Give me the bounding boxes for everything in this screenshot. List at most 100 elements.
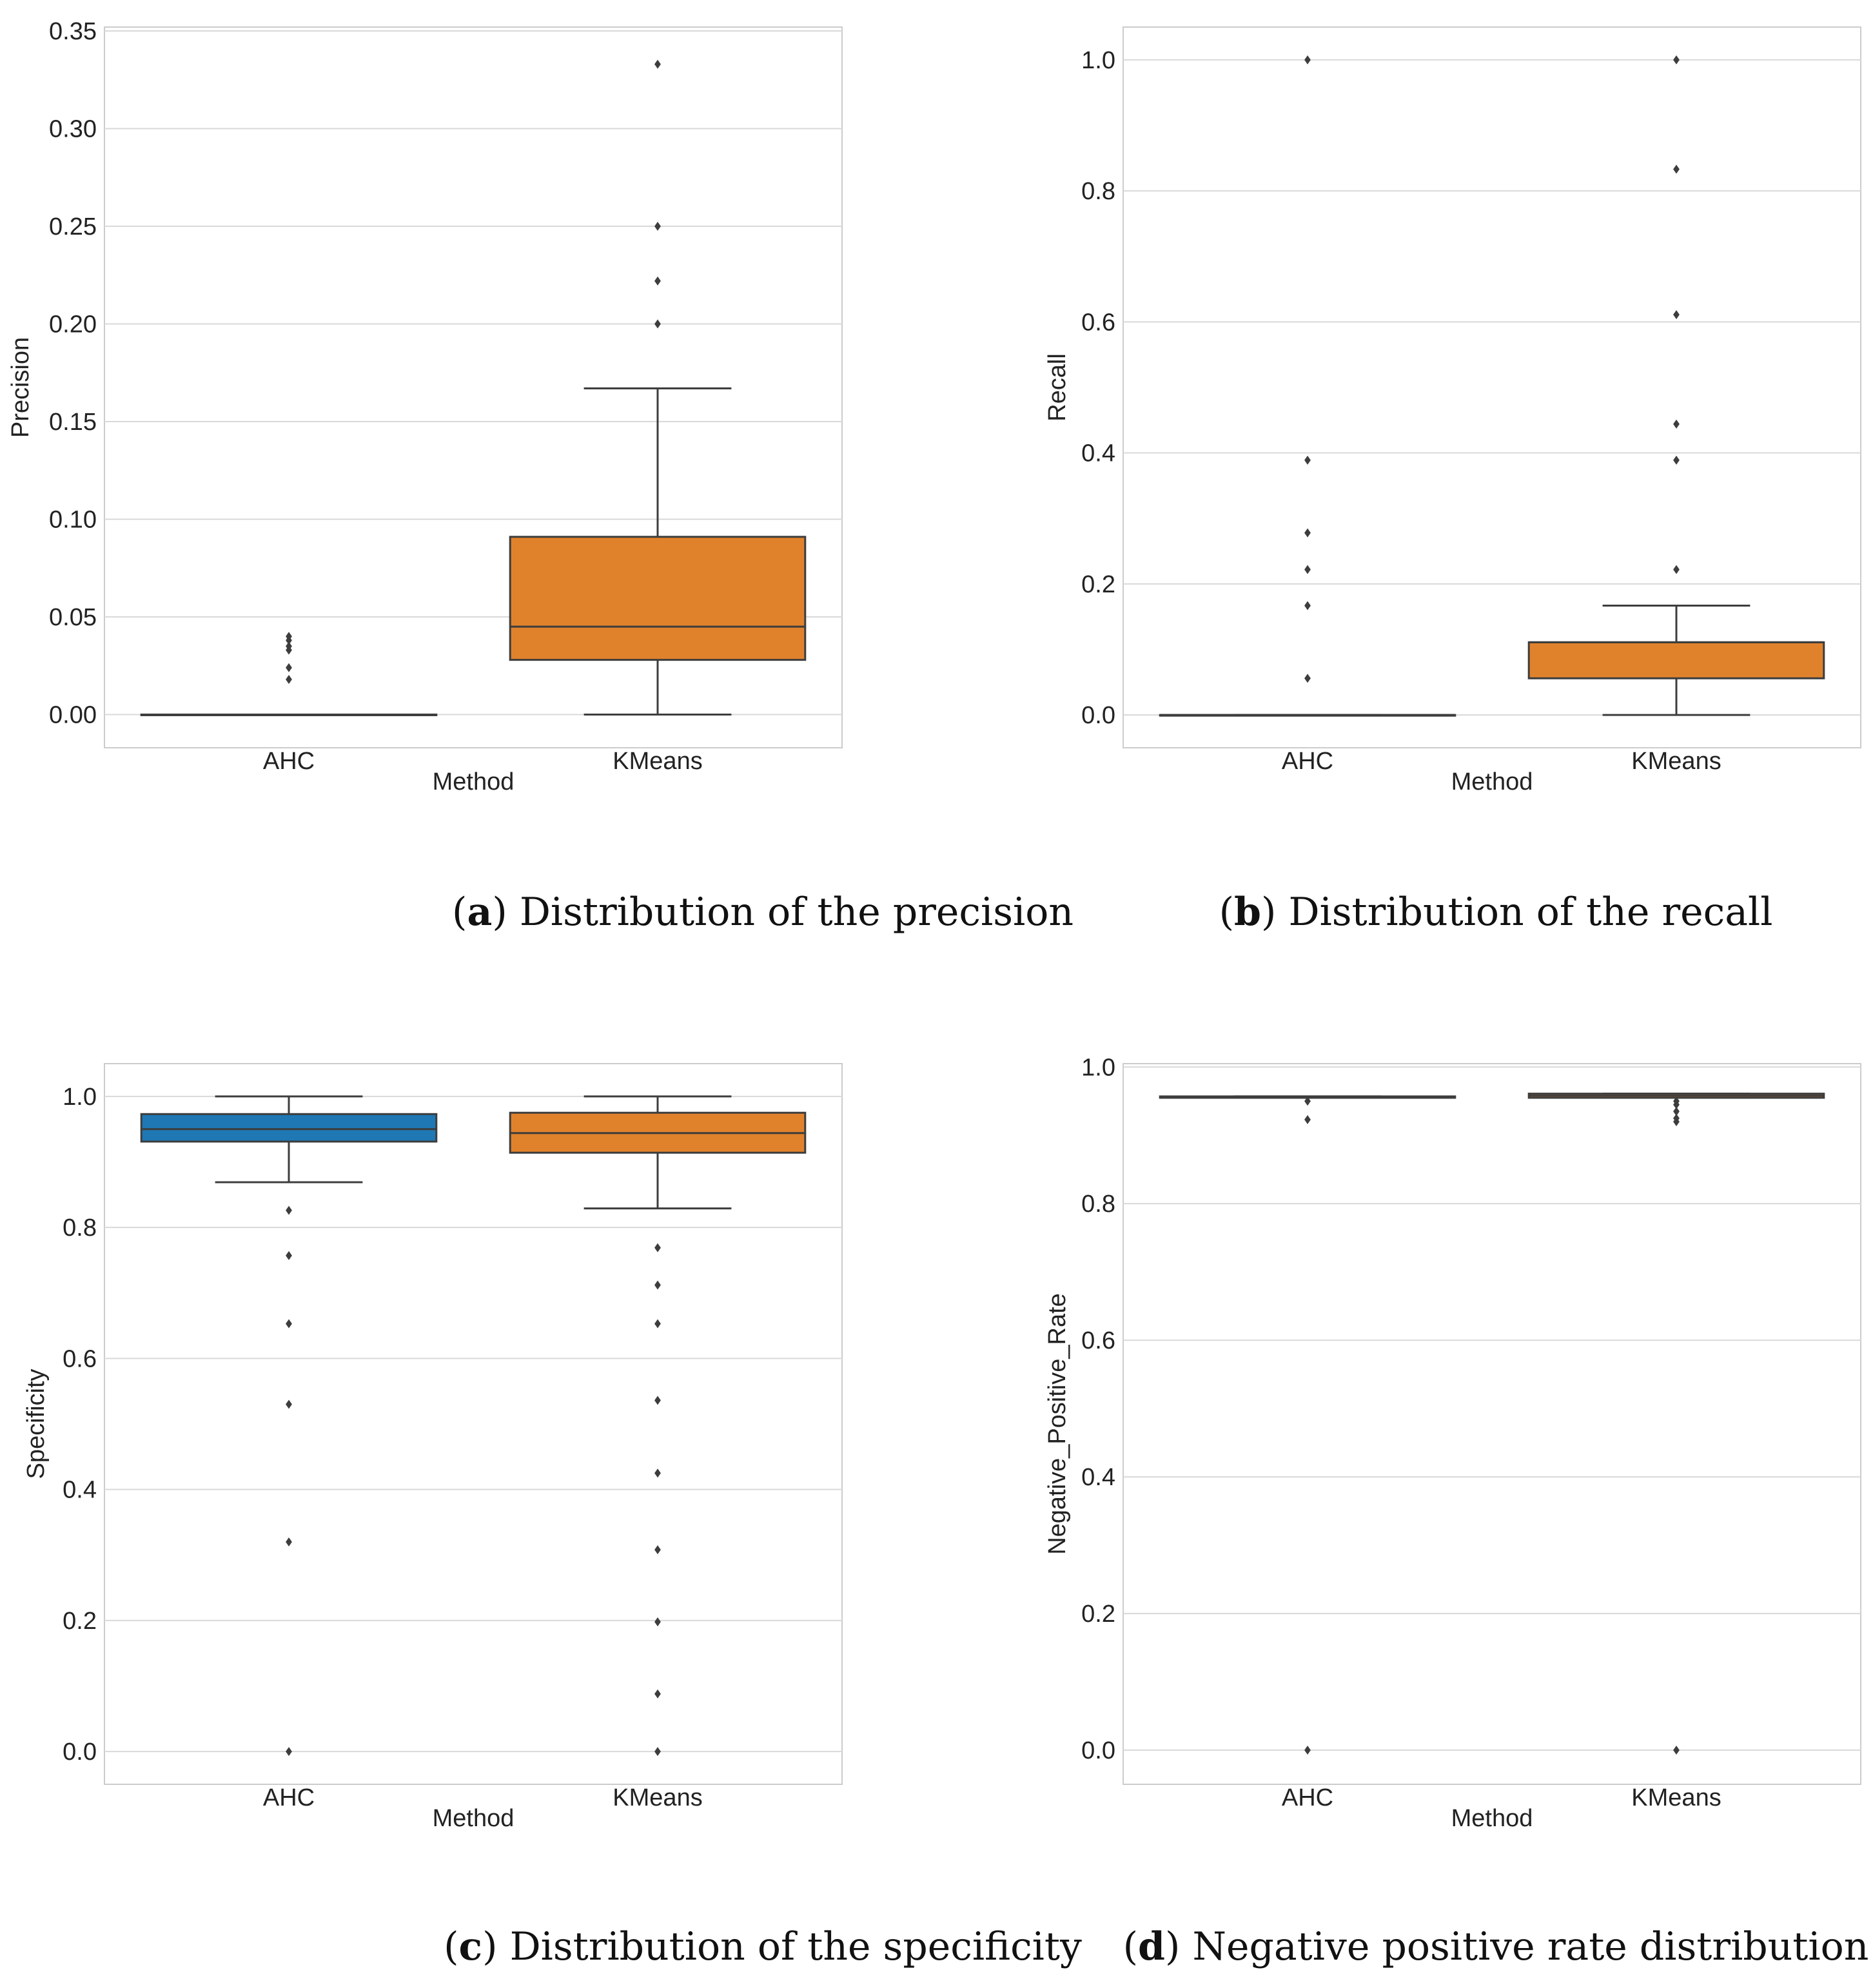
caption-b: (b) Distribution of the recall — [1219, 890, 1773, 935]
x-tick-label: KMeans — [613, 748, 702, 775]
caption-d-label: d — [1138, 1924, 1165, 1969]
box-body — [509, 536, 807, 661]
outlier-point — [654, 1545, 661, 1555]
y-axis-label: Specificity — [23, 1369, 50, 1479]
caption-b-text: Distribution of the recall — [1288, 890, 1773, 935]
y-tick-label: 0.0 — [1081, 1737, 1115, 1764]
box-ahc: AHC — [1159, 1095, 1456, 1811]
outlier-point — [1304, 565, 1311, 574]
outlier-point — [654, 1689, 661, 1699]
y-tick-label: 1.0 — [63, 1084, 97, 1111]
outlier-point — [654, 319, 661, 329]
box-kmeans: KMeans — [1527, 55, 1825, 775]
y-tick-label: 0.2 — [1081, 1601, 1115, 1628]
panel-a: 0.00 0.05 0.10 0.15 0.20 0.25 0.30 0.35 Precisio… — [7, 18, 843, 795]
y-tick-label: 0.2 — [1081, 571, 1115, 598]
outlier-point — [286, 641, 292, 651]
y-tick-label: 0.6 — [1081, 309, 1115, 336]
box-body — [1527, 641, 1825, 679]
y-tick-label: 0.00 — [49, 701, 97, 728]
caption-d-text: Negative positive rate distribution — [1192, 1924, 1869, 1969]
outlier-point — [654, 1468, 661, 1478]
box-ahc: AHC — [140, 1095, 438, 1811]
outlier-point — [286, 632, 292, 641]
outlier-point — [286, 674, 292, 684]
outlier-point — [1673, 565, 1680, 574]
y-tick-label: 0.15 — [49, 409, 97, 436]
outlier-point — [286, 1205, 292, 1215]
panel-c: 0.0 0.2 0.4 0.6 0.8 1.0 Specificity Method AHC KM… — [23, 1063, 843, 1832]
outlier-point — [1673, 55, 1680, 64]
y-tick-label: 0.8 — [63, 1214, 97, 1242]
x-axis-label: Method — [1451, 768, 1533, 795]
caption-c-label: c — [458, 1924, 483, 1969]
y-tick-label: 0.10 — [49, 507, 97, 534]
x-tick-label: KMeans — [1631, 1784, 1721, 1811]
caption-a-label: a — [467, 890, 493, 935]
box-kmeans: KMeans — [509, 1095, 807, 1811]
y-tick-label: 0.25 — [49, 213, 97, 240]
outlier-point — [1304, 1115, 1311, 1124]
outlier-point — [654, 1747, 661, 1757]
y-axis-label: Recall — [1044, 353, 1071, 422]
outlier-point — [286, 1747, 292, 1757]
outlier-point — [286, 663, 292, 672]
outlier-point — [1304, 1096, 1311, 1106]
outlier-point — [286, 1251, 292, 1260]
plot-area-c — [104, 1063, 843, 1785]
outlier-point — [654, 1280, 661, 1290]
outlier-point — [1304, 1746, 1311, 1755]
x-tick-label: AHC — [263, 1784, 315, 1811]
plot-area-b — [1123, 26, 1861, 748]
y-tick-label: 0.2 — [63, 1608, 97, 1635]
x-tick-label: KMeans — [1631, 748, 1721, 775]
outlier-point — [1673, 310, 1680, 320]
y-axis-label: Negative_Positive_Rate — [1044, 1293, 1071, 1555]
outlier-point — [286, 1399, 292, 1409]
box-body — [140, 1113, 438, 1143]
y-tick-label: 0.4 — [1081, 1464, 1115, 1491]
y-tick-label: 0.0 — [63, 1739, 97, 1766]
box-ahc: AHC — [140, 632, 438, 775]
outlier-point — [654, 1396, 661, 1405]
y-tick-label: 0.8 — [1081, 1191, 1115, 1218]
x-tick-label: AHC — [1282, 1784, 1333, 1811]
y-tick-label: 0.6 — [1081, 1327, 1115, 1354]
y-tick-label: 0.05 — [49, 604, 97, 631]
y-tick-label: 1.0 — [1081, 1054, 1115, 1081]
outlier-point — [1673, 1107, 1680, 1116]
outlier-point — [1673, 419, 1680, 429]
y-tick-label: 0.35 — [49, 18, 97, 45]
outlier-point — [1304, 55, 1311, 64]
outlier-point — [1304, 601, 1311, 610]
caption-a: (a) Distribution of the precision — [452, 890, 1074, 935]
outlier-point — [654, 276, 661, 286]
box-ahc: AHC — [1159, 55, 1456, 775]
outlier-point — [1304, 528, 1311, 538]
caption-c-text: Distribution of the specificity — [509, 1924, 1082, 1969]
y-tick-label: 0.30 — [49, 116, 97, 143]
outlier-point — [654, 1617, 661, 1626]
outlier-point — [286, 1319, 292, 1329]
x-tick-label: KMeans — [613, 1784, 702, 1811]
y-tick-label: 0.20 — [49, 311, 97, 338]
y-tick-label: 0.6 — [63, 1345, 97, 1372]
outlier-point — [654, 222, 661, 231]
outlier-point — [1673, 164, 1680, 174]
panel-d: 0.0 0.2 0.4 0.6 0.8 1.0 Negative_Positive_Rate… — [1044, 1054, 1861, 1832]
outlier-point — [1673, 1746, 1680, 1755]
y-tick-label: 0.0 — [1081, 702, 1115, 729]
caption-c: (c) Distribution of the specificity — [444, 1924, 1082, 1969]
plot-area-d — [1123, 1063, 1861, 1785]
outlier-point — [654, 59, 661, 69]
box-kmeans: KMeans — [509, 59, 807, 775]
outlier-point — [654, 1319, 661, 1329]
outlier-point — [1673, 1113, 1680, 1123]
outlier-point — [286, 1537, 292, 1546]
outlier-point — [1304, 674, 1311, 683]
box-kmeans: KMeans — [1527, 1093, 1825, 1811]
y-axis-label: Precision — [7, 337, 34, 438]
y-tick-label: 0.4 — [1081, 440, 1115, 467]
outlier-point — [1673, 455, 1680, 465]
